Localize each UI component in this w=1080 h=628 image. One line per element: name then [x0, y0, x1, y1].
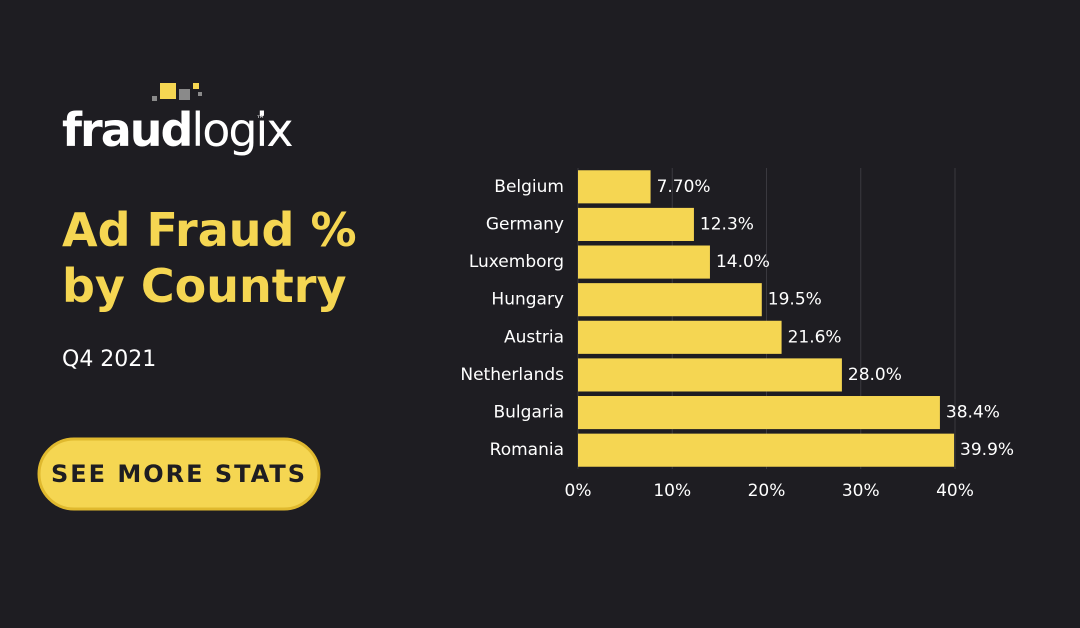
bar: [578, 320, 782, 354]
bar: [578, 358, 842, 392]
y-tick-label: Germany: [486, 214, 564, 234]
trademark: ™: [256, 115, 265, 125]
bar: [578, 170, 651, 204]
value-label: 19.5%: [768, 290, 822, 310]
logo-part: logix: [191, 103, 292, 157]
bar: [578, 207, 694, 241]
bar: [578, 396, 940, 430]
value-label: 38.4%: [946, 403, 1000, 423]
logo-icon: [152, 83, 202, 101]
value-label: 12.3%: [700, 214, 754, 234]
y-tick-label: Luxemborg: [469, 252, 564, 272]
value-label: 7.70%: [657, 177, 711, 197]
logo-part: fraud: [62, 103, 191, 157]
bar: [578, 245, 710, 279]
button-shape[interactable]: [37, 437, 321, 511]
button[interactable]: SEE MORE STATS: [37, 437, 321, 511]
value-label: 21.6%: [788, 327, 842, 347]
x-tick-label: 0%: [565, 481, 592, 501]
headline: by Country: [62, 259, 346, 313]
y-tick-label: Netherlands: [460, 365, 564, 385]
y-tick-label: Belgium: [494, 177, 564, 197]
y-tick-label: Bulgaria: [494, 403, 565, 423]
bar: [578, 283, 762, 317]
value-label: 14.0%: [716, 252, 770, 272]
y-tick-label: Austria: [504, 327, 564, 347]
value-label: 39.9%: [960, 440, 1014, 460]
y-tick-label: Romania: [490, 440, 564, 460]
chart: 0% 10% 20% 30% 40% Belgium 7.70% Germany 12.3% Lu…: [460, 168, 1014, 501]
x-tick-label: 10%: [653, 481, 691, 501]
button-label[interactable]: SEE MORE STATS: [51, 460, 307, 488]
value-label: 28.0%: [848, 365, 902, 385]
x-tick-label: 40%: [936, 481, 974, 501]
logo: fraudlogix: [62, 103, 292, 157]
y-tick-label: Hungary: [491, 290, 564, 310]
subtitle: Q4 2021: [62, 347, 156, 372]
bar: [578, 433, 955, 467]
x-tick-label: 30%: [842, 481, 880, 501]
x-tick-label: 20%: [748, 481, 786, 501]
headline: Ad Fraud %: [62, 203, 357, 257]
